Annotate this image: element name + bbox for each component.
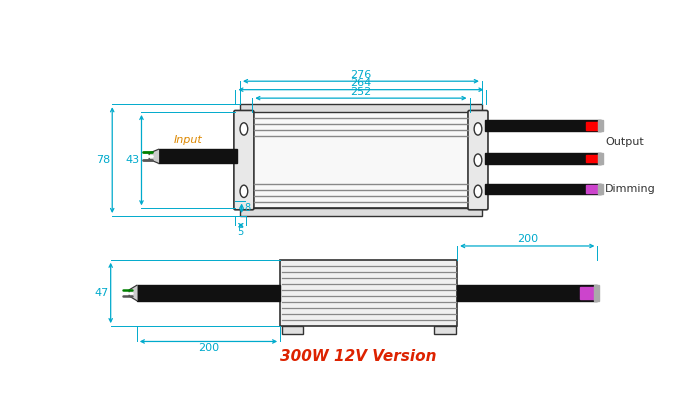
Polygon shape [149, 150, 159, 163]
Text: Input: Input [174, 136, 203, 145]
Bar [586, 155, 600, 163]
Bar [159, 150, 237, 163]
FancyBboxPatch shape [234, 110, 254, 210]
Bar [586, 185, 600, 193]
Text: 200: 200 [198, 343, 219, 353]
Bar [240, 208, 482, 216]
Bar [598, 184, 603, 194]
Bar [240, 104, 482, 112]
Bar [137, 285, 280, 301]
Bar [457, 285, 598, 301]
Bar [485, 184, 601, 194]
Text: Dimming: Dimming [605, 184, 656, 194]
Bar [434, 326, 456, 334]
Text: 264: 264 [350, 78, 372, 88]
Text: 43: 43 [126, 155, 140, 165]
Text: 276: 276 [350, 70, 372, 80]
FancyBboxPatch shape [468, 110, 488, 210]
Bar [485, 153, 601, 164]
Bar [485, 121, 601, 131]
Text: 300W 12V Version: 300W 12V Version [280, 349, 436, 365]
Bar [586, 122, 600, 130]
Ellipse shape [474, 123, 482, 135]
Text: 8: 8 [244, 203, 250, 213]
Text: 78: 78 [96, 155, 110, 165]
Ellipse shape [474, 154, 482, 166]
Text: 252: 252 [350, 87, 372, 97]
Bar [280, 260, 457, 326]
Bar [594, 285, 599, 301]
Text: 200: 200 [517, 234, 538, 244]
Bar [598, 153, 603, 164]
Polygon shape [129, 285, 137, 301]
Ellipse shape [240, 185, 247, 197]
Bar [282, 326, 303, 334]
Bar [580, 287, 596, 299]
Text: 47: 47 [95, 288, 109, 298]
Bar [598, 121, 603, 131]
Text: 5: 5 [238, 227, 244, 237]
Ellipse shape [474, 185, 482, 197]
Bar [252, 112, 470, 208]
Text: Output: Output [605, 137, 644, 147]
Ellipse shape [240, 123, 247, 135]
